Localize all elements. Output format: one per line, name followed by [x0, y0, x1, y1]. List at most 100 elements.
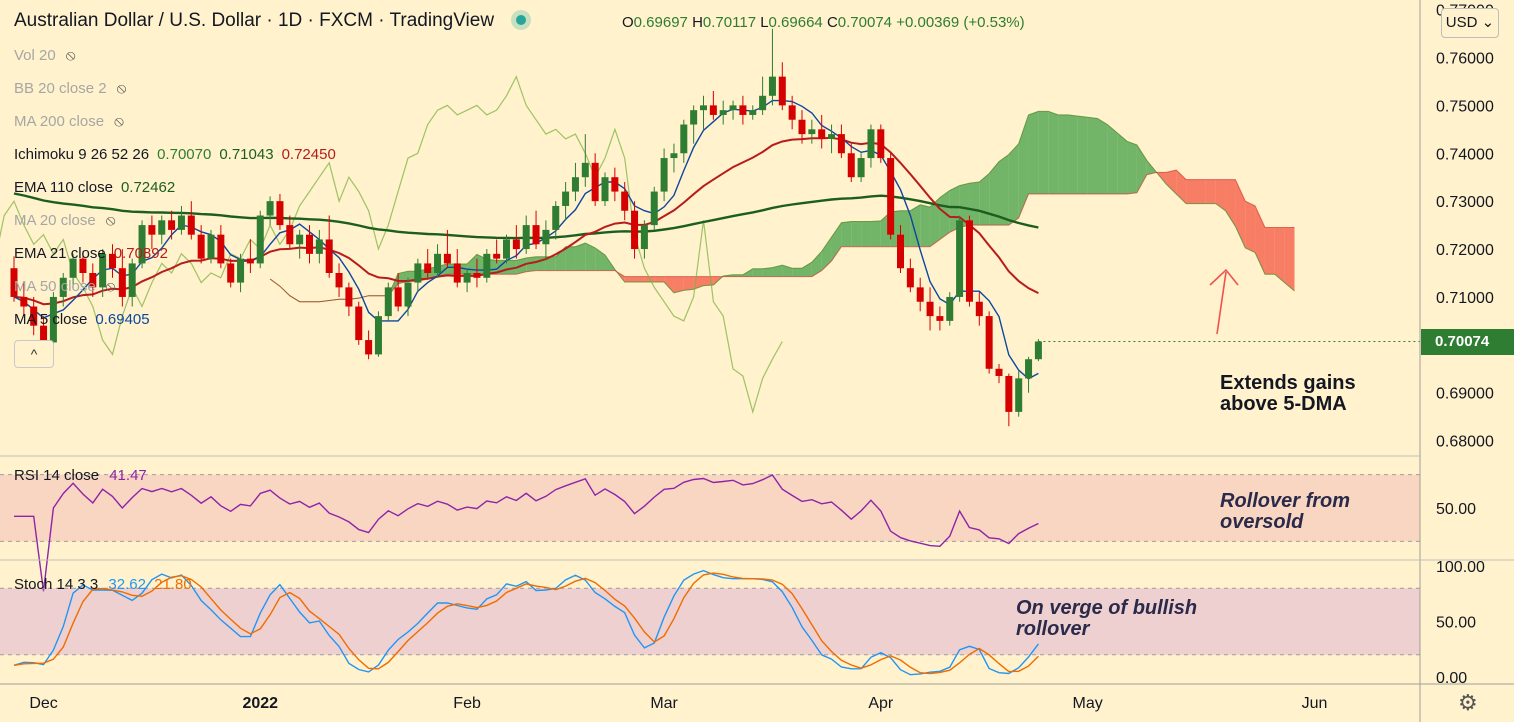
candle-body[interactable]	[473, 273, 481, 278]
candle-body[interactable]	[414, 263, 422, 283]
candle-body[interactable]	[897, 234, 904, 269]
candle-body[interactable]	[571, 177, 579, 192]
collapse-legend-button[interactable]: ^	[14, 340, 54, 368]
candle-body[interactable]	[256, 215, 264, 264]
candle-body[interactable]	[394, 287, 402, 307]
candle-body[interactable]	[621, 191, 629, 211]
candle-body[interactable]	[197, 234, 205, 259]
candle-body[interactable]	[1034, 341, 1042, 360]
candle-body[interactable]	[434, 253, 442, 273]
candle-body[interactable]	[798, 119, 806, 135]
candle-body[interactable]	[503, 239, 510, 259]
candle-body[interactable]	[532, 225, 540, 245]
candle-body[interactable]	[562, 191, 570, 206]
candle-body[interactable]	[30, 306, 38, 326]
stoch-legend[interactable]: Stoch 14 3 3 32.62 21.80	[14, 576, 192, 593]
candle-body[interactable]	[828, 134, 836, 139]
candle-body[interactable]	[640, 225, 648, 250]
candle-body[interactable]	[680, 124, 688, 154]
candle-body[interactable]	[1005, 375, 1013, 412]
candle-body[interactable]	[867, 129, 875, 159]
eye-hidden-icon[interactable]: ⦸	[105, 212, 116, 229]
candle-body[interactable]	[877, 129, 885, 159]
candle-body[interactable]	[493, 253, 501, 259]
candle-body[interactable]	[40, 325, 48, 343]
candle-body[interactable]	[700, 105, 707, 111]
candle-body[interactable]	[660, 158, 668, 192]
candle-body[interactable]	[266, 201, 274, 216]
candle-body[interactable]	[325, 239, 333, 273]
candle-body[interactable]	[345, 287, 353, 307]
candle-body[interactable]	[158, 220, 166, 235]
candle-body[interactable]	[670, 153, 678, 159]
candle-body[interactable]	[926, 301, 934, 317]
candle-body[interactable]	[227, 263, 235, 283]
rsi-pane[interactable]	[0, 474, 1420, 592]
candle-body[interactable]	[581, 162, 589, 178]
legend-ichimoku[interactable]: Ichimoku 9 26 52 26 0.70070 0.71043 0.72450	[14, 146, 336, 163]
stoch-pane[interactable]	[0, 569, 1420, 676]
candle-body[interactable]	[168, 220, 176, 230]
currency-select[interactable]: USD ⌄	[1441, 8, 1499, 38]
candle-body[interactable]	[975, 301, 983, 317]
candle-body[interactable]	[138, 225, 146, 264]
legend-ma50[interactable]: MA 50 close ⦸	[14, 278, 116, 295]
eye-hidden-icon[interactable]: ⦸	[116, 80, 127, 97]
candle-body[interactable]	[89, 273, 97, 288]
candle-body[interactable]	[522, 225, 530, 250]
candle-body[interactable]	[1015, 378, 1023, 412]
candle-body[interactable]	[453, 263, 461, 283]
candle-body[interactable]	[650, 191, 658, 226]
candle-body[interactable]	[118, 268, 126, 297]
eye-hidden-icon[interactable]: ⦸	[65, 47, 76, 64]
candle-body[interactable]	[965, 220, 973, 302]
candle-body[interactable]	[719, 110, 727, 115]
candle-body[interactable]	[1025, 359, 1033, 379]
candle-body[interactable]	[355, 306, 363, 341]
candle-body[interactable]	[365, 340, 373, 355]
candle-body[interactable]	[788, 105, 796, 120]
candle-body[interactable]	[424, 263, 432, 273]
candle-body[interactable]	[690, 110, 698, 125]
candle-body[interactable]	[10, 268, 18, 297]
candle-body[interactable]	[552, 205, 560, 230]
candle-body[interactable]	[936, 316, 944, 321]
eye-hidden-icon[interactable]: ⦸	[114, 113, 124, 130]
candle-body[interactable]	[591, 162, 599, 202]
candle-body[interactable]	[946, 296, 954, 321]
candle-body[interactable]	[778, 76, 786, 106]
candles[interactable]	[10, 28, 1042, 427]
candle-body[interactable]	[709, 105, 717, 115]
candle-body[interactable]	[128, 263, 136, 297]
candle-body[interactable]	[443, 253, 451, 264]
candle-body[interactable]	[109, 253, 116, 269]
candle-body[interactable]	[601, 177, 609, 202]
candle-body[interactable]	[79, 258, 87, 273]
legend-ema21[interactable]: EMA 21 close 0.70892	[14, 245, 168, 262]
candle-body[interactable]	[404, 282, 412, 307]
candle-body[interactable]	[916, 287, 924, 302]
candle-body[interactable]	[217, 234, 225, 264]
candle-body[interactable]	[906, 268, 914, 288]
candle-body[interactable]	[237, 258, 245, 283]
candle-body[interactable]	[818, 129, 826, 139]
candle-body[interactable]	[729, 105, 737, 111]
candle-body[interactable]	[749, 110, 757, 115]
candle-body[interactable]	[739, 105, 747, 115]
legend-bb[interactable]: BB 20 close 2 ⦸	[14, 80, 126, 97]
gear-icon[interactable]: ⚙	[1458, 690, 1478, 715]
candle-body[interactable]	[956, 220, 964, 297]
candle-body[interactable]	[837, 134, 845, 154]
candle-body[interactable]	[463, 273, 471, 283]
candle-body[interactable]	[887, 158, 895, 235]
candle-body[interactable]	[246, 258, 254, 264]
candle-body[interactable]	[512, 239, 520, 250]
symbol-title[interactable]: Australian Dollar / U.S. Dollar · 1D · F…	[14, 10, 495, 31]
candle-body[interactable]	[276, 201, 284, 226]
rsi-legend[interactable]: RSI 14 close 41.47	[14, 467, 147, 484]
candle-body[interactable]	[177, 215, 185, 230]
candle-body[interactable]	[631, 210, 639, 250]
candle-body[interactable]	[49, 296, 57, 343]
legend-ma20[interactable]: MA 20 close ⦸	[14, 212, 116, 229]
